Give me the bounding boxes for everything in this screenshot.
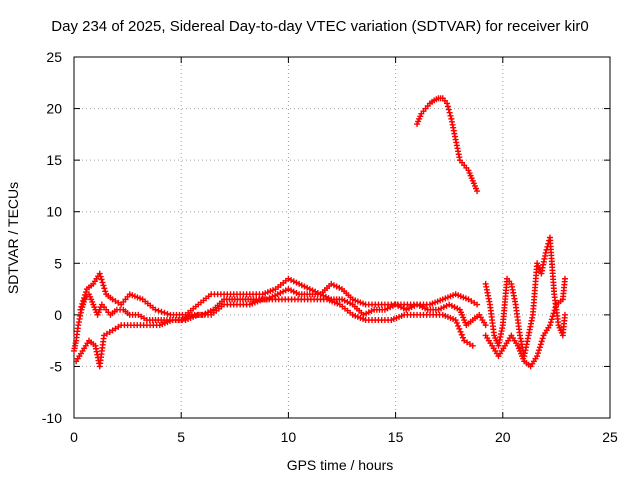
data-point xyxy=(561,311,568,318)
y-tick-label: -5 xyxy=(50,358,63,374)
data-point xyxy=(547,319,554,326)
data-point xyxy=(551,307,558,314)
y-tick-label: -10 xyxy=(42,410,62,426)
data-point xyxy=(161,309,168,316)
data-point xyxy=(548,316,555,323)
data-point xyxy=(538,338,545,345)
data-point xyxy=(542,249,549,256)
y-tick-label: 25 xyxy=(46,49,62,65)
data-point xyxy=(453,319,460,326)
data-point xyxy=(152,306,159,313)
y-tick-label: 5 xyxy=(54,255,62,271)
data-point xyxy=(455,322,462,329)
data-point xyxy=(546,322,553,329)
data-point xyxy=(550,310,557,317)
data-point xyxy=(447,112,454,119)
plot-border xyxy=(73,56,611,419)
x-tick-label: 5 xyxy=(177,429,185,445)
series-lower-band xyxy=(73,296,476,370)
data-point xyxy=(458,331,465,338)
data-point xyxy=(536,344,543,351)
data-point xyxy=(535,347,542,354)
data-point xyxy=(535,350,542,357)
data-point xyxy=(469,342,476,349)
data-point xyxy=(552,304,559,311)
data-point xyxy=(482,322,489,329)
data-point xyxy=(101,285,108,292)
data-point xyxy=(444,103,451,110)
series-upper-band xyxy=(77,270,481,318)
series-high-arc xyxy=(414,95,481,195)
data-point xyxy=(456,325,463,332)
x-tick-label: 0 xyxy=(70,429,78,445)
data-point xyxy=(549,313,556,320)
y-tick-label: 20 xyxy=(46,101,62,117)
x-tick-label: 20 xyxy=(495,429,511,445)
data-point xyxy=(155,307,162,314)
data-point xyxy=(445,106,452,113)
data-point xyxy=(80,297,87,304)
series-late-lower xyxy=(482,275,568,370)
x-axis-label: GPS time / hours xyxy=(286,457,394,473)
data-point xyxy=(474,188,481,195)
chart-title: Day 234 of 2025, Sidereal Day-to-day VTE… xyxy=(51,18,589,35)
data-point xyxy=(81,294,88,301)
data-point xyxy=(77,306,84,313)
data-point xyxy=(82,289,89,296)
y-tick-label: 10 xyxy=(46,204,62,220)
data-point xyxy=(158,308,165,315)
x-tick-label: 25 xyxy=(602,429,618,445)
data-point xyxy=(537,341,544,348)
y-tick-label: 0 xyxy=(54,307,62,323)
y-axis-label: SDTVAR / TECUs xyxy=(5,181,21,295)
data-point xyxy=(539,335,546,342)
data-point xyxy=(534,353,541,360)
data-point xyxy=(164,310,171,317)
data-point xyxy=(446,109,453,116)
data-point xyxy=(99,279,106,286)
y-tick-label: 15 xyxy=(46,152,62,168)
data-point xyxy=(452,317,459,324)
data-point xyxy=(79,300,86,307)
data-point xyxy=(97,273,104,280)
x-tick-label: 10 xyxy=(281,429,297,445)
data-point xyxy=(96,270,103,277)
data-point xyxy=(457,328,464,335)
data-point xyxy=(459,334,466,341)
x-tick-label: 15 xyxy=(388,429,404,445)
data-point xyxy=(78,303,85,310)
data-point xyxy=(561,275,568,282)
data-point xyxy=(98,276,105,283)
data-point xyxy=(474,301,481,308)
data-point xyxy=(100,282,107,289)
data-point xyxy=(102,288,109,295)
data-point xyxy=(444,100,451,107)
data-point xyxy=(82,291,89,298)
series-late-oscillation xyxy=(482,234,568,360)
